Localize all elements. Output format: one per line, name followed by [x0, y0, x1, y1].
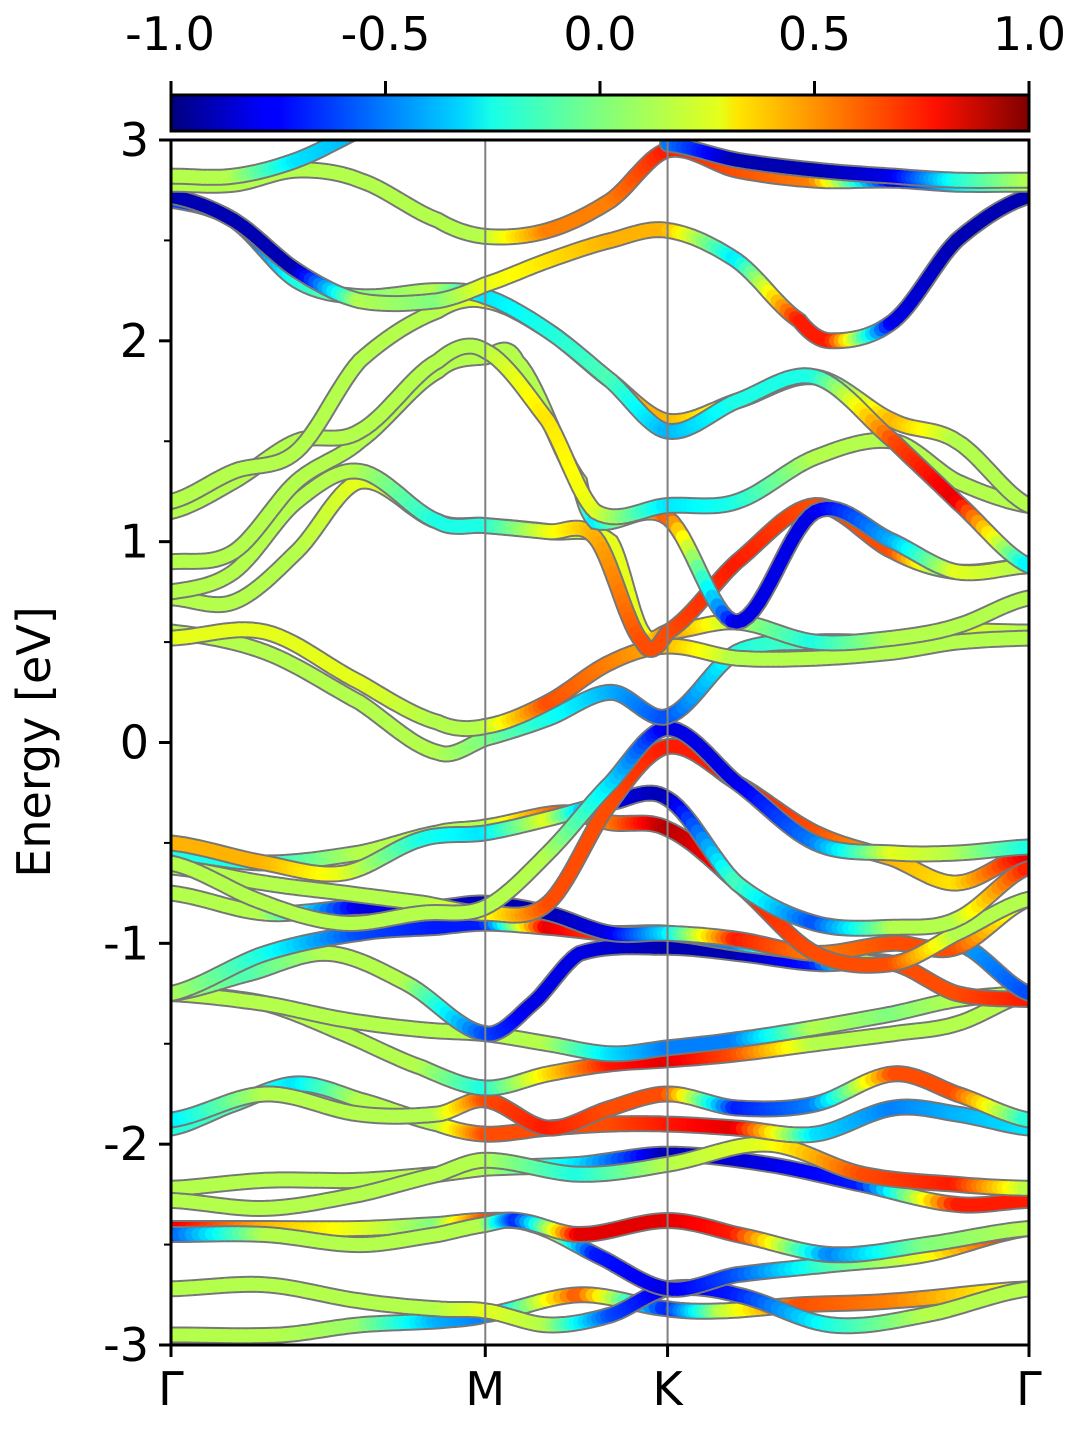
y-tick-label: 0: [120, 716, 149, 770]
band-5: [171, 1135, 1029, 1218]
high-symmetry-lines: [484, 140, 669, 1345]
x-tick-label: Γ: [1016, 1362, 1042, 1416]
x-tick-label: Γ: [158, 1362, 184, 1416]
x-tick-label: K: [652, 1362, 684, 1416]
colorbar-tick-label: 1.0: [993, 7, 1066, 61]
y-tick-label: 2: [120, 314, 149, 368]
y-axis: -3 -2 -1 0 1 2 3: [103, 113, 171, 1372]
colorbar: -1.0 -0.5 0.0 0.5 1.0: [125, 7, 1066, 133]
colorbar-tick-label: 0.0: [563, 7, 636, 61]
colorbar-gradient: [169, 93, 1031, 133]
band-27: [171, 140, 359, 186]
band-15: [171, 737, 1029, 924]
y-tick-label: 1: [120, 515, 149, 569]
band-7: [171, 1065, 1029, 1137]
colorbar-tick-label: -1.0: [125, 7, 215, 61]
colorbar-ticks: -1.0 -0.5 0.0 0.5 1.0: [125, 7, 1066, 95]
band-25: [171, 187, 1029, 350]
x-tick-label: M: [465, 1362, 505, 1416]
band-18: [171, 621, 1029, 738]
y-tick-label: -1: [103, 916, 149, 970]
y-axis-title: Energy [eV]: [7, 606, 61, 877]
band-3: [171, 1211, 1029, 1264]
band-0: [171, 1280, 1029, 1345]
band-28: [659, 140, 1029, 189]
y-tick-label: -2: [103, 1117, 149, 1171]
colorbar-tick-label: 0.5: [778, 7, 851, 61]
band-19: [171, 472, 1029, 652]
y-tick-label: -3: [103, 1318, 149, 1372]
band-lines: [171, 140, 1029, 1345]
y-tick-label: 3: [120, 113, 149, 167]
colorbar-tick-label: -0.5: [341, 7, 431, 61]
band-21: [171, 341, 1029, 631]
band-segment: [340, 140, 354, 144]
